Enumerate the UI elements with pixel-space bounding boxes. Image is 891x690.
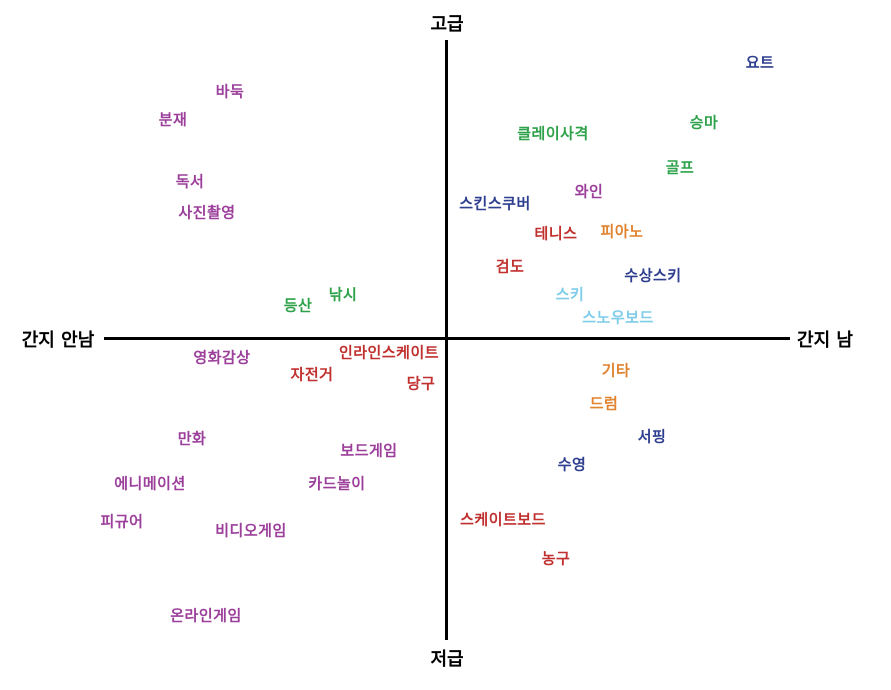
hobby-label: 와인 <box>574 182 604 201</box>
hobby-label: 농구 <box>541 549 571 568</box>
hobby-label: 바둑 <box>215 82 245 101</box>
hobby-label: 골프 <box>665 158 695 177</box>
hobby-label: 만화 <box>177 429 207 448</box>
axis-label-bottom: 저급 <box>430 649 464 670</box>
hobby-label: 보드게임 <box>340 441 398 460</box>
hobby-label: 영화감상 <box>193 348 251 367</box>
hobby-label: 클레이사격 <box>517 124 589 143</box>
hobby-label: 서핑 <box>637 427 667 446</box>
hobby-label: 카드놀이 <box>308 474 366 493</box>
hobby-label: 독서 <box>175 172 205 191</box>
hobby-label: 비디오게임 <box>215 521 287 540</box>
hobby-label: 검도 <box>495 257 525 276</box>
hobby-label: 피규어 <box>100 512 144 531</box>
hobby-label: 스킨스쿠버 <box>459 194 531 213</box>
hobby-label: 등산 <box>283 296 313 315</box>
hobby-label: 승마 <box>689 113 719 132</box>
hobby-label: 사진촬영 <box>178 203 236 222</box>
hobby-label: 스키 <box>555 285 585 304</box>
hobby-label: 에니메이션 <box>114 474 186 493</box>
hobby-label: 당구 <box>406 374 436 393</box>
hobby-label: 스케이트보드 <box>460 510 546 529</box>
axis-label-right: 간지 남 <box>797 330 853 351</box>
axis-label-left: 간지 안남 <box>21 330 95 351</box>
axis-label-top: 고급 <box>430 14 464 35</box>
hobby-label: 인라인스케이트 <box>338 343 440 362</box>
hobby-label: 피아노 <box>600 222 644 241</box>
hobby-label: 수상스키 <box>624 266 682 285</box>
vertical-axis <box>445 40 448 640</box>
hobby-label: 스노우보드 <box>582 308 654 327</box>
hobby-label: 요트 <box>745 53 775 72</box>
hobby-label: 자전거 <box>290 365 334 384</box>
hobby-label: 기타 <box>601 361 631 380</box>
hobby-label: 낚시 <box>328 285 358 304</box>
hobby-label: 드럼 <box>589 394 619 413</box>
hobby-label: 온라인게임 <box>170 606 242 625</box>
hobby-label: 테니스 <box>534 224 578 243</box>
hobby-label: 수영 <box>557 455 587 474</box>
hobby-label: 분재 <box>158 110 188 129</box>
